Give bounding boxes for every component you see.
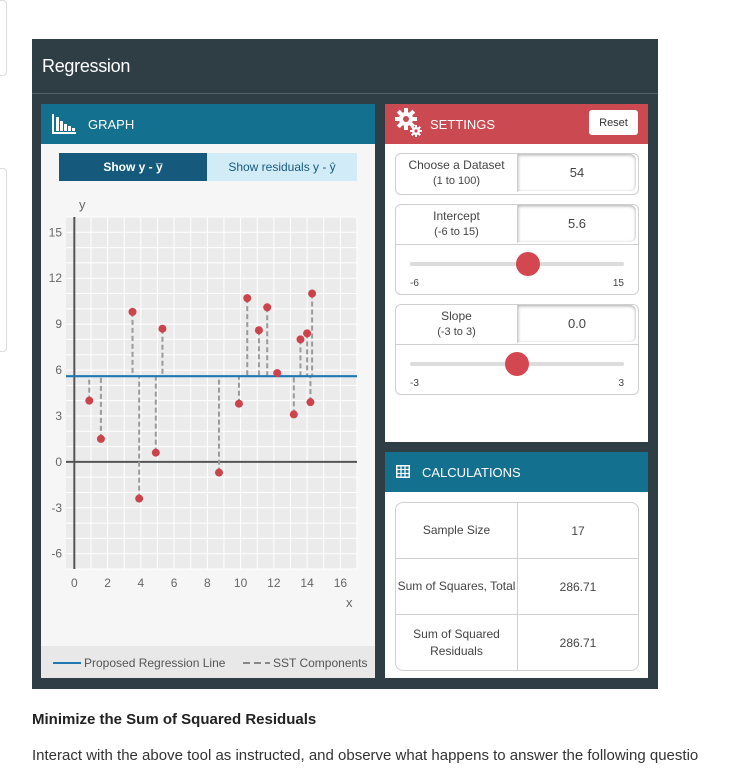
x-tick-label: 2 <box>104 576 111 590</box>
dataset-label-text: Choose a Dataset <box>408 158 505 172</box>
scatter-plot[interactable]: 0 2 4 6 8 10 12 14 16 -6 -3 0 3 6 9 12 15 y x <box>41 189 375 646</box>
x-tick-label: 12 <box>267 576 281 590</box>
slope-slider-min: -3 <box>410 378 419 389</box>
intercept-slider-min: -6 <box>410 278 419 289</box>
intercept-label: Intercept (-6 to 15) <box>396 205 518 243</box>
y-tick-label: 15 <box>49 225 63 239</box>
dashed-line-swatch <box>243 662 270 664</box>
graph-panel: GRAPH Show y - y̅ Show residuals y - ŷ 0… <box>41 104 375 678</box>
app-title: Regression <box>42 56 131 76</box>
slope-input[interactable]: 0.0 <box>518 305 636 342</box>
page-edge-border <box>0 0 7 76</box>
y-axis-label: y <box>79 197 86 212</box>
data-point <box>296 335 305 344</box>
data-point <box>234 399 243 408</box>
legend-sst-components: SST Components <box>273 656 368 670</box>
y-tick-label: -6 <box>51 547 62 561</box>
show-residuals-toggle[interactable]: Show residuals y - ŷ <box>207 153 357 181</box>
slope-label: Slope (-3 to 3) <box>396 305 518 343</box>
table-row: Sum of Squared Residuals 286.71 <box>396 614 638 670</box>
data-point <box>289 410 298 419</box>
data-point <box>96 434 105 443</box>
data-point <box>254 326 263 335</box>
section-heading: Minimize the Sum of Squared Residuals <box>32 711 317 728</box>
data-point <box>308 289 317 298</box>
graph-header: GRAPH <box>41 104 375 144</box>
data-point <box>85 396 94 405</box>
ssr-label: Sum of Squared Residuals <box>396 615 518 670</box>
slope-slider[interactable]: -3 3 <box>396 344 638 394</box>
table-row: Sum of Squares, Total 286.71 <box>396 558 638 614</box>
settings-title: SETTINGS <box>430 117 496 132</box>
sample-size-label: Sample Size <box>396 503 518 558</box>
table-row: Sample Size 17 <box>396 503 638 558</box>
dataset-label: Choose a Dataset (1 to 100) <box>396 154 518 192</box>
data-point <box>273 369 282 378</box>
sst-value: 286.71 <box>559 579 597 594</box>
instruction-text: Interact with the above tool as instruct… <box>32 747 699 764</box>
dataset-input[interactable]: 54 <box>518 154 636 191</box>
intercept-input[interactable]: 5.6 <box>518 205 636 242</box>
data-point <box>135 494 144 503</box>
intercept-slider-handle[interactable] <box>516 252 541 276</box>
x-tick-label: 14 <box>300 576 314 590</box>
calculations-header: CALCULATIONS <box>385 452 648 492</box>
x-tick-label: 0 <box>71 576 78 590</box>
settings-panel: SETTINGS Reset Choose a Dataset (1 to 10… <box>385 104 648 442</box>
show-sst-toggle[interactable]: Show y - y̅ <box>59 153 207 181</box>
graph-title: GRAPH <box>88 117 135 132</box>
y-tick-label: -3 <box>51 501 62 515</box>
x-axis-label: x <box>346 595 353 610</box>
regression-app: Regression GRAPH Show y - y̅ Show residu… <box>32 39 658 689</box>
dataset-range: (1 to 100) <box>432 175 481 187</box>
dataset-row: Choose a Dataset (1 to 100) 54 <box>395 153 639 195</box>
intercept-slider[interactable]: -6 15 <box>396 244 638 294</box>
table-icon <box>396 465 410 478</box>
y-tick-label: 3 <box>55 409 62 423</box>
page-edge-border <box>0 168 7 352</box>
slope-range: (-3 to 3) <box>437 326 476 338</box>
x-tick-label: 4 <box>137 576 144 590</box>
bar-chart-icon <box>52 114 76 134</box>
y-tick-label: 9 <box>55 317 62 331</box>
slope-slider-handle[interactable] <box>505 352 529 376</box>
sst-label: Sum of Squares, Total <box>396 559 518 614</box>
slope-label-text: Slope <box>441 309 472 323</box>
ssr-value: 286.71 <box>559 635 597 650</box>
x-tick-label: 16 <box>334 576 348 590</box>
data-point <box>214 468 223 477</box>
calculations-panel: CALCULATIONS Sample Size 17 Sum of Squar… <box>385 452 648 678</box>
plot-area <box>66 217 357 569</box>
x-tick-label: 8 <box>204 576 211 590</box>
solid-line-swatch <box>53 662 81 664</box>
intercept-range: (-6 to 15) <box>434 226 479 238</box>
data-point <box>303 329 312 338</box>
sample-size-value: 17 <box>571 523 585 538</box>
intercept-slider-max: 15 <box>612 278 624 289</box>
x-tick-label: 10 <box>234 576 248 590</box>
graph-legend: Proposed Regression Line SST Components <box>41 646 375 678</box>
legend-regression-line: Proposed Regression Line <box>84 656 226 670</box>
reset-button[interactable]: Reset <box>589 110 638 135</box>
data-point <box>243 294 252 303</box>
data-point <box>263 303 272 312</box>
data-point <box>158 324 167 333</box>
intercept-row: Intercept (-6 to 15) 5.6 -6 15 <box>395 204 639 295</box>
y-tick-label: 6 <box>55 363 62 377</box>
x-tick-label: 6 <box>171 576 178 590</box>
data-point <box>128 307 137 316</box>
data-point <box>151 448 160 457</box>
calculations-table: Sample Size 17 Sum of Squares, Total 286… <box>395 502 639 671</box>
title-divider <box>32 93 658 94</box>
y-tick-label: 12 <box>49 271 63 285</box>
calculations-title: CALCULATIONS <box>422 465 521 480</box>
gear-icon <box>395 108 422 137</box>
slope-slider-max: 3 <box>618 378 624 389</box>
settings-header: SETTINGS Reset <box>385 104 648 144</box>
data-point <box>306 398 315 407</box>
intercept-label-text: Intercept <box>433 209 480 223</box>
slope-row: Slope (-3 to 3) 0.0 -3 3 <box>395 304 639 395</box>
y-tick-label: 0 <box>55 455 62 469</box>
